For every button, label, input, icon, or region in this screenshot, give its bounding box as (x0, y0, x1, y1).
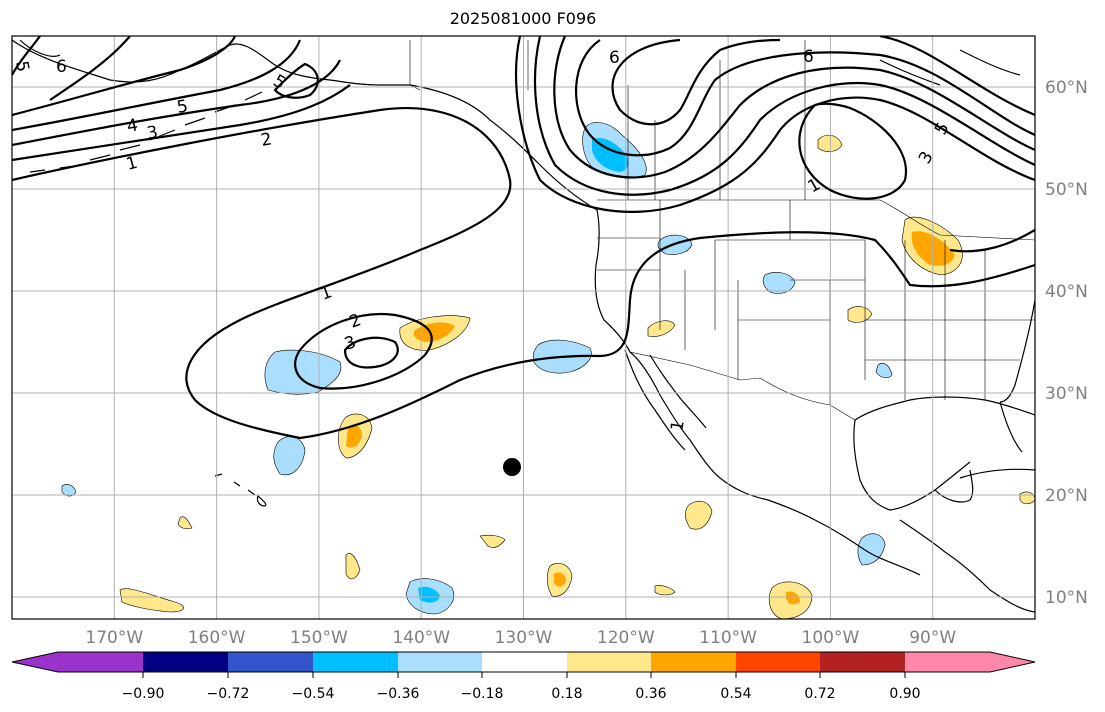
lon-label: 140°W (392, 628, 450, 648)
contour-2-pacific (294, 313, 433, 390)
lat-label: 60°N (1045, 78, 1088, 98)
contour-label-6: 6 (56, 57, 67, 77)
gulf-coast (854, 396, 1035, 421)
lat-label: 40°N (1045, 282, 1088, 302)
lat-label: 30°N (1045, 384, 1088, 404)
contour-lines (12, 36, 1035, 440)
lon-label: 150°W (290, 628, 348, 648)
lon-label: 160°W (188, 628, 246, 648)
graticule (12, 36, 1035, 619)
contour-label-3: 3 (145, 122, 159, 144)
colorbar-bin (482, 652, 567, 672)
west-coast (409, 84, 921, 576)
colorbar-tick-label: −0.90 (122, 686, 165, 702)
colorbar-bin (736, 652, 820, 672)
contour-label-2: 2 (259, 129, 273, 151)
contour-3-pacific (343, 336, 399, 369)
colorbar-bin (567, 652, 651, 672)
latitude-labels: 60°N 50°N 40°N 30°N 20°N 10°N (1045, 78, 1088, 608)
colorbar-bin (905, 652, 1035, 672)
colorbar-bin (651, 652, 736, 672)
lon-label: 90°W (909, 628, 956, 648)
contour-label-6: 6 (609, 48, 620, 68)
longitude-labels: 170°W 160°W 150°W 140°W 130°W 120°W 110°… (85, 628, 956, 648)
contour-label-5: 5 (11, 59, 33, 73)
colorbar-tick-label: 0.36 (635, 686, 666, 702)
negative-anomaly-pacific (264, 349, 342, 395)
colorbar-tick-labels: −0.90 −0.72 −0.54 −0.36 −0.18 0.18 0.36 … (122, 686, 921, 702)
coastlines (12, 39, 1035, 613)
contour-label-1: 1 (124, 153, 140, 175)
lon-label: 170°W (85, 628, 143, 648)
colorbar-tick-label: −0.72 (207, 686, 250, 702)
colorbar-bin (398, 652, 482, 672)
colorbar (11, 651, 1036, 678)
contour-label-6: 6 (803, 47, 814, 67)
colorbar-tick-label: 0.18 (551, 686, 582, 702)
lon-label: 120°W (597, 628, 655, 648)
location-marker (503, 458, 521, 476)
colorbar-tick-label: 0.54 (720, 686, 751, 702)
lat-label: 10°N (1045, 588, 1088, 608)
lon-label: 110°W (699, 628, 757, 648)
lon-label: 130°W (495, 628, 553, 648)
colorbar-bin (313, 652, 398, 672)
colorbar-bin (12, 652, 143, 672)
colorbar-tick-label: −0.36 (377, 686, 420, 702)
colorbar-tick-label: 0.72 (804, 686, 835, 702)
colorbar-bin (820, 652, 905, 672)
colorbar-tick-label: 0.90 (889, 686, 920, 702)
colorbar-bin (228, 652, 313, 672)
colorbar-tick-label: −0.18 (461, 686, 504, 702)
contour-label-4: 4 (125, 115, 139, 137)
lon-label: 100°W (802, 628, 860, 648)
contour-1-pacific (12, 107, 1035, 440)
map-title: 2025081000 F096 (449, 9, 597, 28)
map-border (11, 35, 1036, 620)
lat-label: 20°N (1045, 486, 1088, 506)
colorbar-tick-label: −0.54 (292, 686, 335, 702)
lat-label: 50°N (1045, 180, 1088, 200)
contour-label-1: 1 (667, 419, 689, 433)
colorbar-bin (143, 652, 228, 672)
contour-label-5: 5 (175, 96, 189, 118)
political-borders (409, 40, 1035, 421)
